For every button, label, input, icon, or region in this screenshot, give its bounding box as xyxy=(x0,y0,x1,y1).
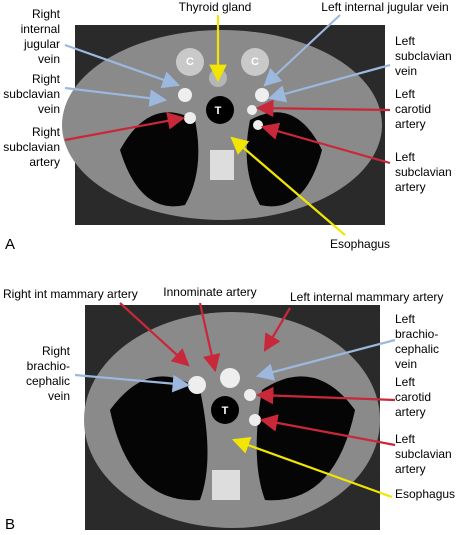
structure-label: brachio- xyxy=(27,359,70,373)
structure-label: subclavian xyxy=(3,140,60,154)
structure-label: Left xyxy=(395,34,416,48)
pointer-arrow xyxy=(119,302,190,367)
structure-label: subclavian xyxy=(395,165,452,179)
structure-label: artery xyxy=(395,180,426,194)
structure-label: vein xyxy=(38,52,60,66)
structure-label: Left internal jugular vein xyxy=(321,0,448,14)
image-mark: C xyxy=(186,56,194,68)
structure-label: vein xyxy=(38,102,60,116)
structure-label: vein xyxy=(395,64,417,78)
structure-label: artery xyxy=(395,462,426,476)
structure-label: Left xyxy=(395,432,416,446)
panel-letter: A xyxy=(5,236,15,253)
image-mark: C xyxy=(251,56,259,68)
structure-label: subclavian xyxy=(3,87,60,101)
structure-label: vein xyxy=(395,357,417,371)
pointer-arrow xyxy=(230,136,346,236)
pointer-arrow xyxy=(255,386,396,405)
structure-label: Thyroid gland xyxy=(179,0,252,14)
structure-label: jugular xyxy=(23,37,60,51)
pointer-arrow xyxy=(255,99,391,118)
structure-label: brachio- xyxy=(395,327,438,341)
pointer-arrow xyxy=(64,86,168,107)
structure-label: carotid xyxy=(395,390,431,404)
structure-label: subclavian xyxy=(395,447,452,461)
structure-label: Left xyxy=(395,375,416,389)
pointer-arrow xyxy=(267,63,391,103)
structure-label: internal xyxy=(21,22,60,36)
structure-label: artery xyxy=(395,117,426,131)
structure-label: Right int mammary artery xyxy=(3,287,138,301)
pointer-arrow xyxy=(64,43,181,89)
pointer-arrow xyxy=(255,338,396,381)
structure-label: carotid xyxy=(395,102,431,116)
structure-label: Left internal mammary artery xyxy=(290,290,443,304)
structure-label: artery xyxy=(29,155,60,169)
structure-label: subclavian xyxy=(395,49,452,63)
pointer-arrow xyxy=(260,122,391,165)
image-mark: T xyxy=(215,105,222,117)
structure-label: artery xyxy=(395,405,426,419)
structure-label: Left xyxy=(395,87,416,101)
pointer-arrow xyxy=(231,436,393,499)
structure-label: Esophagus xyxy=(395,487,455,501)
pointer-arrow xyxy=(263,14,341,87)
image-mark: T xyxy=(222,405,229,417)
structure-label: Left xyxy=(395,312,416,326)
scan-b xyxy=(84,305,380,530)
panel-letter: B xyxy=(5,516,15,533)
structure-label: Left xyxy=(395,150,416,164)
pointer-arrow xyxy=(74,373,191,393)
structure-label: Esophagus xyxy=(330,237,390,251)
pointer-arrow xyxy=(263,307,291,352)
pointer-arrow xyxy=(259,414,396,447)
structure-label: cephalic xyxy=(395,342,439,356)
pointer-arrow xyxy=(198,302,221,373)
structure-label: cephalic xyxy=(26,374,70,388)
structure-label: vein xyxy=(48,389,70,403)
structure-label: Right xyxy=(32,72,61,86)
scan-a xyxy=(62,25,385,225)
structure-label: Right xyxy=(42,344,71,358)
structure-label: Innominate artery xyxy=(163,285,256,299)
structure-label: Right xyxy=(32,125,61,139)
pointer-arrow xyxy=(64,112,186,142)
structure-label: Right xyxy=(32,7,61,21)
